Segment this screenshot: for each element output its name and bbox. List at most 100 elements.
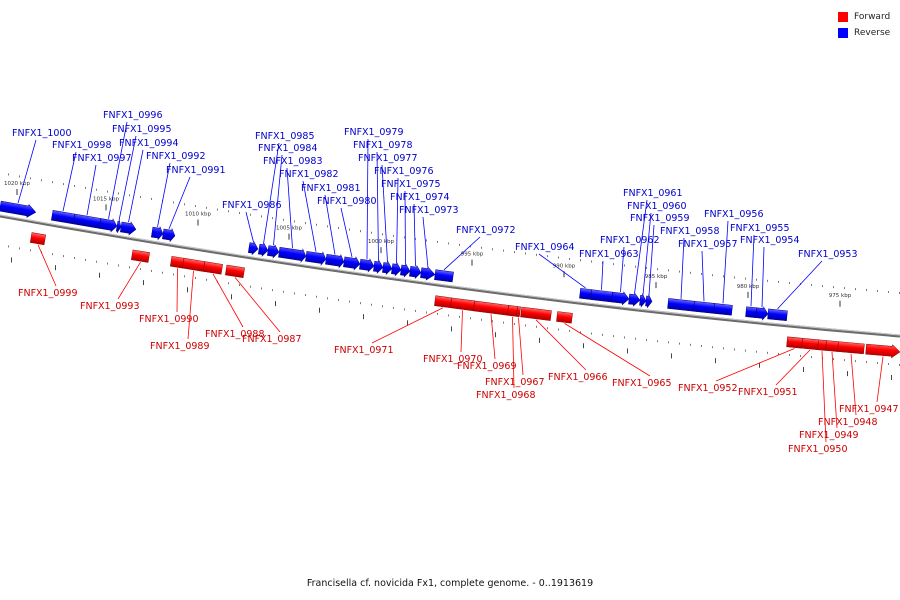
gene-label[interactable]: FNFX1_0985	[255, 131, 315, 142]
gene-label[interactable]: FNFX1_0955	[730, 223, 790, 234]
gene-reverse[interactable]	[391, 262, 402, 277]
gene-label[interactable]: FNFX1_0975	[381, 179, 441, 190]
gene-glyph[interactable]	[645, 293, 653, 309]
gene-glyph[interactable]	[473, 300, 509, 316]
gene-forward[interactable]	[203, 261, 223, 275]
gene-glyph[interactable]	[119, 221, 137, 236]
gene-label[interactable]: FNFX1_0990	[139, 314, 199, 325]
gene-label[interactable]: FNFX1_0948	[818, 417, 878, 428]
gene-label[interactable]: FNFX1_0966	[548, 372, 608, 383]
gene-reverse[interactable]	[434, 269, 454, 283]
gene-reverse[interactable]	[325, 253, 345, 269]
gene-reverse[interactable]	[645, 293, 653, 309]
gene-glyph[interactable]	[420, 266, 436, 281]
gene-label[interactable]: FNFX1_0982	[279, 169, 339, 180]
gene-glyph[interactable]	[382, 260, 393, 276]
gene-label[interactable]: FNFX1_0993	[80, 301, 140, 312]
gene-reverse[interactable]	[611, 291, 630, 306]
gene-reverse[interactable]	[359, 258, 375, 273]
gene-label[interactable]: FNFX1_0950	[788, 444, 848, 455]
gene-reverse[interactable]	[693, 301, 715, 314]
gene-label[interactable]: FNFX1_0983	[263, 156, 323, 167]
gene-glyph[interactable]	[825, 340, 839, 352]
gene-label[interactable]: FNFX1_0994	[119, 138, 179, 149]
gene-glyph[interactable]	[693, 301, 715, 314]
gene-glyph[interactable]	[450, 297, 475, 312]
gene-label[interactable]: FNFX1_0961	[623, 188, 683, 199]
gene-label[interactable]: FNFX1_0973	[399, 205, 459, 216]
gene-label[interactable]: FNFX1_0981	[301, 183, 361, 194]
gene-glyph[interactable]	[628, 292, 641, 307]
gene-glyph[interactable]	[343, 255, 361, 271]
gene-forward[interactable]	[450, 297, 475, 312]
gene-label[interactable]: FNFX1_0958	[660, 226, 720, 237]
gene-label[interactable]: FNFX1_0997	[72, 153, 132, 164]
gene-label[interactable]: FNFX1_0949	[799, 430, 859, 441]
gene-reverse[interactable]	[713, 303, 733, 316]
gene-glyph[interactable]	[161, 227, 176, 243]
gene-reverse[interactable]	[579, 287, 592, 300]
gene-reverse[interactable]	[73, 213, 101, 229]
gene-glyph[interactable]	[837, 341, 865, 355]
gene-reverse[interactable]	[667, 298, 695, 312]
gene-label[interactable]: FNFX1_0972	[456, 225, 516, 236]
gene-glyph[interactable]	[225, 264, 245, 279]
gene-label[interactable]: FNFX1_0960	[627, 201, 687, 212]
gene-reverse[interactable]	[0, 200, 37, 219]
gene-forward[interactable]	[837, 341, 865, 355]
gene-glyph[interactable]	[611, 291, 630, 306]
gene-glyph[interactable]	[507, 305, 518, 317]
gene-glyph[interactable]	[359, 258, 375, 273]
gene-reverse[interactable]	[420, 266, 436, 281]
gene-glyph[interactable]	[865, 343, 900, 359]
gene-reverse[interactable]	[343, 255, 361, 271]
gene-glyph[interactable]	[391, 262, 402, 277]
gene-reverse[interactable]	[767, 308, 788, 322]
gene-forward[interactable]	[434, 295, 452, 309]
gene-label[interactable]: FNFX1_0954	[740, 235, 800, 246]
gene-forward[interactable]	[225, 264, 245, 279]
gene-forward[interactable]	[865, 343, 900, 359]
gene-label[interactable]: FNFX1_0963	[579, 249, 639, 260]
gene-glyph[interactable]	[516, 306, 521, 318]
gene-label[interactable]: FNFX1_0978	[353, 140, 413, 151]
gene-glyph[interactable]	[434, 269, 454, 283]
gene-glyph[interactable]	[817, 339, 827, 351]
gene-forward[interactable]	[801, 337, 819, 350]
gene-label[interactable]: FNFX1_0991	[166, 165, 226, 176]
gene-reverse[interactable]	[51, 209, 75, 225]
gene-glyph[interactable]	[305, 250, 327, 266]
gene-reverse[interactable]	[745, 306, 757, 318]
gene-reverse[interactable]	[115, 220, 122, 234]
gene-reverse[interactable]	[373, 259, 384, 274]
gene-label[interactable]: FNFX1_0969	[457, 361, 517, 372]
gene-label[interactable]: FNFX1_0979	[344, 127, 404, 138]
gene-glyph[interactable]	[520, 306, 552, 321]
gene-glyph[interactable]	[131, 249, 150, 263]
gene-forward[interactable]	[131, 249, 150, 263]
gene-forward[interactable]	[786, 336, 803, 349]
gene-glyph[interactable]	[278, 246, 307, 263]
gene-label[interactable]: FNFX1_0999	[18, 288, 78, 299]
gene-glyph[interactable]	[258, 242, 269, 257]
gene-glyph[interactable]	[713, 303, 733, 316]
gene-label[interactable]: FNFX1_0956	[704, 209, 764, 220]
gene-label[interactable]: FNFX1_0986	[222, 200, 282, 211]
gene-glyph[interactable]	[400, 263, 411, 278]
gene-glyph[interactable]	[767, 308, 788, 322]
gene-label[interactable]: FNFX1_0996	[103, 110, 163, 121]
gene-glyph[interactable]	[409, 264, 422, 280]
gene-glyph[interactable]	[51, 209, 75, 225]
gene-glyph[interactable]	[745, 306, 757, 318]
gene-glyph[interactable]	[182, 257, 205, 272]
gene-reverse[interactable]	[400, 263, 411, 278]
gene-glyph[interactable]	[0, 200, 37, 219]
gene-label[interactable]: FNFX1_0976	[374, 166, 434, 177]
gene-reverse[interactable]	[119, 221, 137, 236]
gene-glyph[interactable]	[150, 225, 164, 241]
gene-glyph[interactable]	[98, 217, 118, 233]
gene-reverse[interactable]	[628, 292, 641, 307]
gene-label[interactable]: FNFX1_0995	[112, 124, 172, 135]
gene-glyph[interactable]	[267, 244, 280, 259]
gene-reverse[interactable]	[590, 289, 613, 303]
